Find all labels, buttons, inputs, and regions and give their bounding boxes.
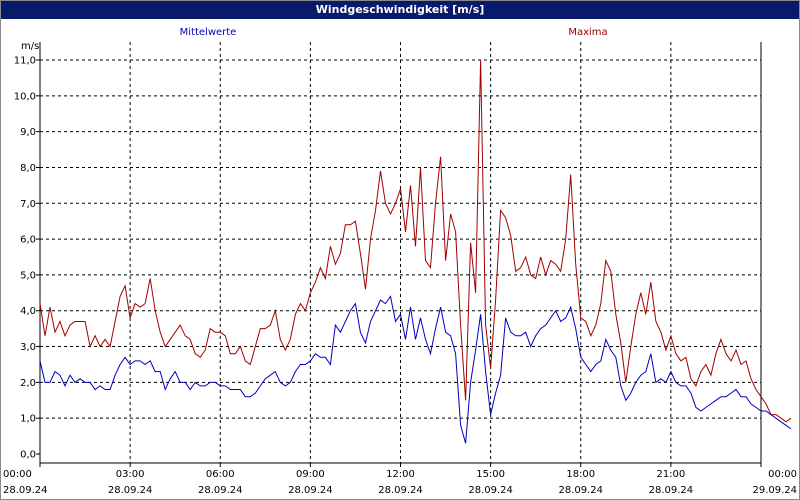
x-tick-time: 18:00	[566, 469, 595, 480]
x-tick-date: 28.09.24	[288, 485, 333, 496]
x-tick-date: 28.09.24	[198, 485, 243, 496]
y-tick-label: 10,0	[14, 91, 36, 102]
y-tick-label: 7,0	[20, 199, 36, 210]
y-tick-label: 5,0	[20, 270, 36, 281]
x-tick-time: 21:00	[656, 469, 685, 480]
x-tick-time: 00:00	[3, 469, 32, 480]
x-tick-time: 15:00	[476, 469, 505, 480]
series-line-mittelwerte	[39, 295, 792, 444]
x-tick-date: 28.09.24	[378, 485, 423, 496]
y-tick-label: 9,0	[20, 127, 36, 138]
y-tick-label: 6,0	[20, 235, 36, 246]
y-tick-label: 8,0	[20, 163, 36, 174]
x-tick-date: 28.09.24	[649, 485, 694, 496]
y-tick-label: 11,0	[14, 56, 36, 67]
x-tick-time: 09:00	[296, 469, 325, 480]
grid	[40, 42, 761, 463]
series-line-maxima	[39, 59, 792, 423]
series	[39, 59, 792, 444]
y-tick-label: 0,0	[20, 450, 36, 461]
y-axis-unit-label: m/s	[21, 41, 39, 52]
x-tick-time: 06:00	[206, 469, 235, 480]
legend-mean: Mittelwerte	[180, 27, 237, 38]
x-tick-date: 28.09.24	[558, 485, 603, 496]
x-tick-time: 00:00	[768, 469, 797, 480]
window-title: Windgeschwindigkeit [m/s]	[1, 1, 799, 19]
x-ticks: 00:00 28.09.24 03:00 28.09.24 06:00 28.09.24 0…	[3, 463, 797, 496]
x-tick-time: 03:00	[116, 469, 145, 480]
x-tick-date: 29.09.24	[752, 485, 797, 496]
x-tick-date: 28.09.24	[108, 485, 153, 496]
legend-max: Maxima	[568, 27, 607, 38]
y-tick-label: 2,0	[20, 378, 36, 389]
y-ticks: 0,0 1,0 2,0 3,0 4,0 5,0 6,0 7,0 8,0 9,0 10,0 11,0	[14, 56, 40, 461]
x-tick-date: 28.09.24	[3, 485, 48, 496]
x-tick-date: 28.09.24	[468, 485, 513, 496]
y-tick-label: 1,0	[20, 414, 36, 425]
y-tick-label: 3,0	[20, 342, 36, 353]
x-tick-time: 12:00	[386, 469, 415, 480]
y-tick-label: 4,0	[20, 306, 36, 317]
